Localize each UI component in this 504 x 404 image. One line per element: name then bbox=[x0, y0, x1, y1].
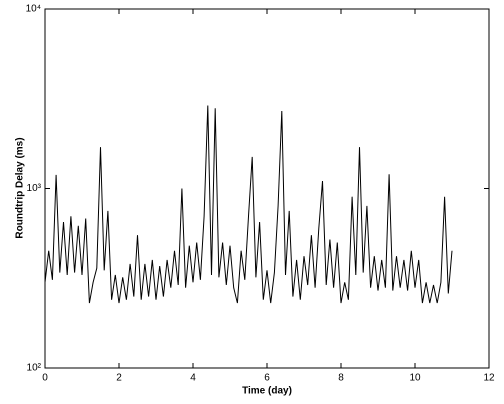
y-tick-label: 10³ bbox=[27, 183, 42, 194]
y-tick-label: 10⁴ bbox=[26, 4, 41, 15]
x-tick-label: 8 bbox=[338, 373, 344, 384]
x-tick-label: 12 bbox=[483, 373, 495, 384]
y-axis-label: Roundtrip Delay (ms) bbox=[15, 137, 26, 238]
x-axis-label: Time (day) bbox=[242, 386, 292, 397]
plot-frame bbox=[44, 8, 490, 369]
x-tick-label: 10 bbox=[409, 373, 421, 384]
y-tick-label: 10² bbox=[27, 363, 42, 374]
x-tick-label: 0 bbox=[42, 373, 48, 384]
x-tick-label: 4 bbox=[190, 373, 196, 384]
data-line bbox=[44, 105, 453, 304]
x-tick-label: 6 bbox=[264, 373, 270, 384]
x-tick-label: 2 bbox=[116, 373, 122, 384]
